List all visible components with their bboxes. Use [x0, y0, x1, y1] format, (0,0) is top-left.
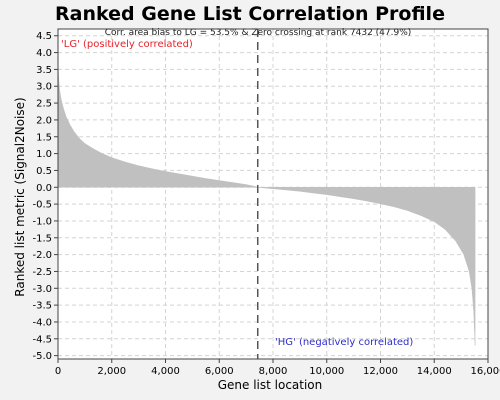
x-tick-label: 4,000 [151, 366, 180, 377]
y-tick-label: 4.0 [36, 48, 52, 59]
negative-correlated-label: 'HG' (negatively correlated) [275, 337, 413, 348]
y-tick-label: 2.0 [36, 115, 52, 126]
x-tick-label: 12,000 [363, 366, 398, 377]
y-tick-label: -5.0 [32, 351, 52, 362]
y-tick-label: 3.0 [36, 82, 52, 93]
correlation-areas [57, 55, 476, 346]
x-tick-label: 14,000 [417, 366, 452, 377]
x-tick-label: 10,000 [309, 366, 344, 377]
y-tick-label: -1.5 [32, 233, 52, 244]
chart-subtitle: Corr. area bias to LG = 53.5% & Zero cro… [105, 28, 412, 38]
y-tick-label: -2.0 [32, 250, 52, 261]
y-axis: 4.5 4.0 3.5 3.0 2.5 2.0 1.5 1.0 0.5 0.0 -0.5 -1.0 -1… [32, 31, 58, 362]
y-tick-label: -2.5 [32, 267, 52, 278]
y-tick-label: 1.0 [36, 149, 52, 160]
negative-correlation-area [257, 187, 476, 346]
positive-correlation-area [57, 55, 259, 188]
x-tick-label: 2,000 [97, 366, 126, 377]
x-axis-title: Gene list location [218, 378, 323, 392]
grid-lines [57, 29, 489, 359]
x-axis: 0 2,000 4,000 6,000 8,000 10,000 12,000 14,000 1… [55, 359, 500, 377]
x-tick-label: 0 [55, 366, 61, 377]
y-tick-label: 3.5 [36, 65, 52, 76]
y-tick-label: 4.5 [36, 31, 52, 42]
chart-title: Ranked Gene List Correlation Profile [55, 3, 445, 25]
y-tick-label: -3.5 [32, 301, 52, 312]
y-tick-label: 2.5 [36, 99, 52, 110]
y-tick-label: 0.5 [36, 166, 52, 177]
positive-correlated-label: 'LG' (positively correlated) [61, 39, 193, 50]
y-axis-title: Ranked list metric (Signal2Noise) [13, 97, 27, 296]
y-tick-label: -1.0 [32, 216, 52, 227]
y-tick-label: -3.0 [32, 284, 52, 295]
x-tick-label: 6,000 [205, 366, 234, 377]
y-tick-label: -0.5 [32, 200, 52, 211]
x-tick-label: 8,000 [259, 366, 288, 377]
x-tick-label: 16,000 [471, 366, 500, 377]
y-tick-label: -4.5 [32, 334, 52, 345]
y-tick-label: 0.0 [36, 183, 52, 194]
y-tick-label: -4.0 [32, 317, 52, 328]
y-tick-label: 1.5 [36, 132, 52, 143]
